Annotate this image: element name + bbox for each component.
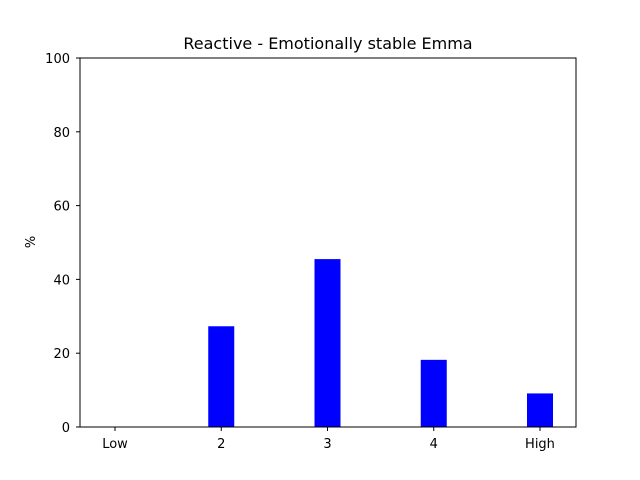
plot-frame xyxy=(79,57,577,428)
chart-title: Reactive - Emotionally stable Emma xyxy=(183,34,472,53)
x-tick-label: 4 xyxy=(430,437,438,452)
x-tick-label: Low xyxy=(102,437,128,452)
bar-high xyxy=(527,393,553,427)
y-tick-label: 60 xyxy=(53,200,70,215)
bars-group xyxy=(208,259,553,427)
y-tick-label: 20 xyxy=(53,347,70,362)
x-tick-label: 2 xyxy=(217,437,225,452)
x-tick-label: High xyxy=(525,437,555,452)
y-tick-label: 100 xyxy=(45,52,70,67)
bar-3 xyxy=(314,259,341,427)
bar-2 xyxy=(208,326,235,427)
y-tick-label: 0 xyxy=(62,421,70,436)
y-axis-label: % xyxy=(24,236,39,248)
y-tick-label: 40 xyxy=(53,273,70,288)
y-tick-label: 80 xyxy=(53,126,70,141)
x-tick-label: 3 xyxy=(323,437,331,452)
bar-4 xyxy=(420,359,447,427)
x-axis-ticks: Low 2 3 4 High xyxy=(102,427,555,452)
y-axis-ticks: 0 20 40 60 80 100 xyxy=(45,52,80,436)
